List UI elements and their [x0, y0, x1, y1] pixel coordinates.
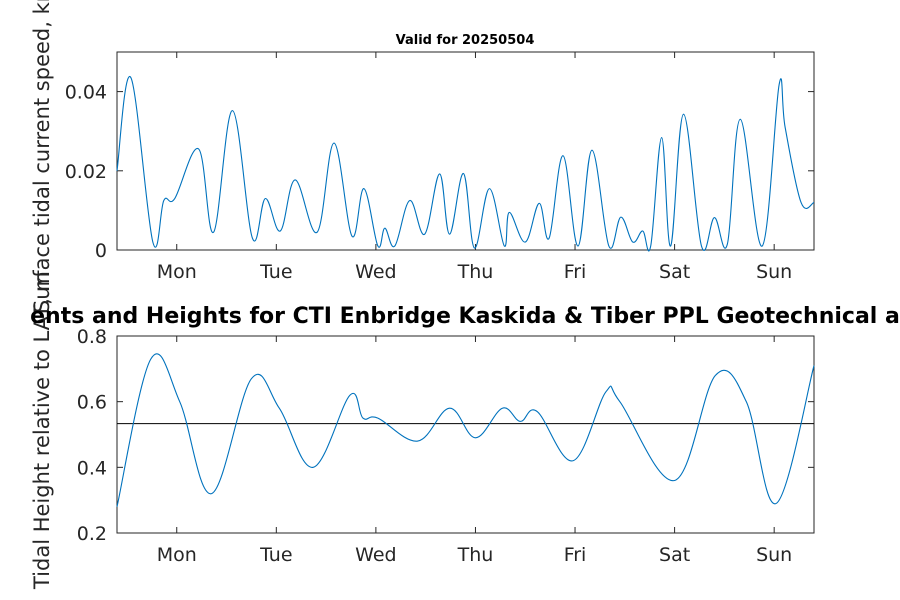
figure-main-title: ents and Heights for CTI Enbridge Kaskid… — [30, 304, 900, 329]
current-speed-x-tick-label: Mon — [157, 261, 197, 283]
current-speed-x-tick-label: Fri — [564, 261, 587, 283]
tidal-height-y-tick-label: 0.4 — [77, 457, 107, 479]
current-speed-x-tick-label: Thu — [457, 261, 494, 283]
current-speed-chart: Mon Tue Wed Thu Fri Sat Sun 0 0.02 0.04 Valid for… — [30, 0, 815, 313]
current-speed-chart-title: Valid for 20250504 — [396, 33, 535, 48]
tidal-height-chart: Mon Tue Wed Thu Fri Sat Sun 0.2 0.4 0.6 0.8 Tidal … — [30, 271, 815, 590]
tidal-height-x-tick-label: Fri — [564, 544, 587, 566]
tidal-height-y-axis-label: Tidal Height relative to LAT, m — [30, 271, 54, 590]
current-speed-series-line — [116, 76, 815, 252]
current-speed-y-tick-label: 0.04 — [65, 82, 107, 104]
current-speed-y-axis-label: Surface tidal current speed, kn — [30, 0, 54, 313]
current-speed-x-tick-label: Sun — [756, 261, 792, 283]
tidal-height-y-tick-label: 0.6 — [77, 392, 107, 414]
tidal-height-x-tick-label: Tue — [259, 544, 292, 566]
tidal-height-x-tick-label: Wed — [355, 544, 396, 566]
tidal-height-ticks: Mon Tue Wed Thu Fri Sat Sun 0.2 0.4 0.6 0.8 — [77, 326, 814, 566]
current-speed-x-tick-label: Wed — [355, 261, 396, 283]
tidal-height-plot-area — [116, 335, 815, 534]
tidal-height-x-tick-label: Sat — [659, 544, 690, 566]
current-speed-x-tick-label: Tue — [259, 261, 292, 283]
tidal-height-x-tick-label: Mon — [157, 544, 197, 566]
current-speed-ticks: Mon Tue Wed Thu Fri Sat Sun 0 0.02 0.04 — [65, 52, 814, 283]
current-speed-y-tick-label: 0 — [95, 240, 107, 262]
tidal-height-y-tick-label: 0.8 — [77, 326, 107, 348]
tidal-height-x-tick-label: Sun — [756, 544, 792, 566]
tidal-height-series-line — [116, 353, 815, 507]
current-speed-plot-area — [116, 51, 815, 251]
tidal-height-y-tick-label: 0.2 — [77, 523, 107, 545]
current-speed-y-tick-label: 0.02 — [65, 161, 107, 183]
tidal-height-x-tick-label: Thu — [457, 544, 494, 566]
current-speed-x-tick-label: Sat — [659, 261, 690, 283]
